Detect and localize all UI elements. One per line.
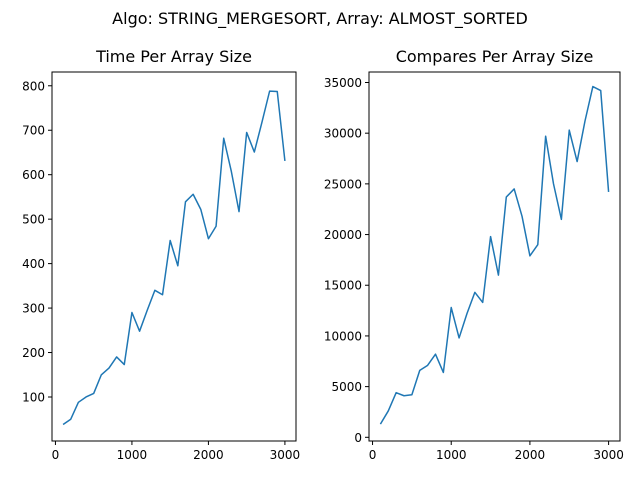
x-tick-label: 3000: [270, 448, 301, 462]
x-tick-label: 0: [52, 448, 60, 462]
y-tick-label: 0: [354, 431, 362, 445]
y-tick-label: 20000: [324, 228, 362, 242]
x-tick-label: 2000: [515, 448, 546, 462]
x-tick-label: 3000: [593, 448, 624, 462]
subplot-time: Time Per Array Size 0 1000 2000 3000 100 200 3…: [22, 47, 300, 462]
y-tick-label: 500: [22, 213, 45, 227]
y-tick-label: 100: [22, 390, 45, 404]
subplot-title: Time Per Array Size: [95, 47, 252, 66]
x-tick-label: 1000: [436, 448, 467, 462]
y-tick-label: 400: [22, 257, 45, 271]
y-tick-label: 800: [22, 79, 45, 93]
y-tick-label: 300: [22, 302, 45, 316]
x-tick-label: 0: [369, 448, 377, 462]
subplot-title: Compares Per Array Size: [396, 47, 594, 66]
y-tick-label: 25000: [324, 177, 362, 191]
subplot-compares: Compares Per Array Size 0 1000 2000 3000050…: [324, 47, 624, 462]
y-tick-label: 15000: [324, 279, 362, 293]
y-tick-label: 5000: [331, 380, 362, 394]
x-tick-label: 1000: [117, 448, 148, 462]
series-line: [62, 90, 286, 426]
x-tick-label: 2000: [193, 448, 224, 462]
y-tick-label: 10000: [324, 329, 362, 343]
y-tick-label: 600: [22, 168, 45, 182]
y-tick-label: 35000: [324, 76, 362, 90]
y-tick-label: 200: [22, 346, 45, 360]
axes-frame: [51, 71, 297, 442]
figure-suptitle: Algo: STRING_MERGESORT, Array: ALMOST_SO…: [112, 9, 528, 29]
y-tick-label: 30000: [324, 127, 362, 141]
y-tick-label: 700: [22, 124, 45, 138]
series-line: [379, 85, 610, 425]
axes-frame: [368, 71, 621, 442]
